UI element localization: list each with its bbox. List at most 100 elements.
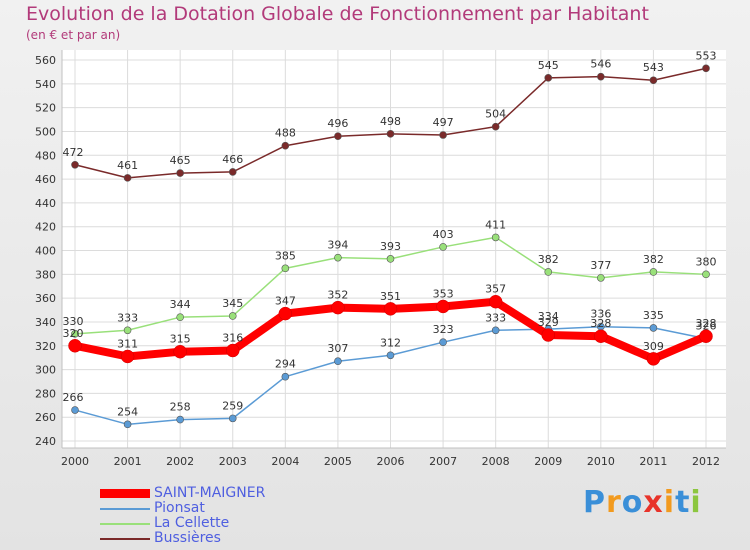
data-label: 382 <box>643 253 664 266</box>
legend-swatch <box>100 522 150 525</box>
data-label: 335 <box>643 309 664 322</box>
data-label: 259 <box>222 399 243 412</box>
chart-subtitle: (en € et par an) <box>26 28 121 42</box>
data-label: 328 <box>696 317 717 330</box>
x-tick-label: 2007 <box>429 455 457 468</box>
x-tick-label: 2002 <box>166 455 194 468</box>
y-tick-label: 300 <box>35 364 56 377</box>
data-label: 334 <box>538 310 559 323</box>
legend-swatch <box>100 489 150 498</box>
data-label: 466 <box>222 153 243 166</box>
data-label: 546 <box>590 58 611 71</box>
data-point <box>386 351 395 360</box>
legend-swatch <box>100 537 150 540</box>
data-point <box>176 313 184 321</box>
data-label: 498 <box>380 115 401 128</box>
data-label: 380 <box>696 255 717 268</box>
x-tick-label: 2001 <box>114 455 142 468</box>
data-point <box>228 312 237 320</box>
data-point <box>281 372 290 381</box>
data-point <box>228 414 237 423</box>
data-label: 336 <box>590 308 611 321</box>
data-point <box>281 264 290 273</box>
logo-letter: i <box>690 485 702 520</box>
legend-label: Bussières <box>154 530 221 546</box>
data-label: 307 <box>327 342 348 355</box>
y-tick-label: 560 <box>35 54 56 67</box>
data-point <box>334 132 342 140</box>
data-point <box>541 328 555 342</box>
data-point <box>594 329 608 343</box>
data-label: 352 <box>327 289 348 302</box>
data-point <box>436 299 450 314</box>
y-tick-label: 380 <box>35 268 56 281</box>
data-point <box>544 268 553 276</box>
y-tick-label: 500 <box>35 125 56 138</box>
data-label: 465 <box>170 154 191 167</box>
y-tick-label: 440 <box>35 197 56 210</box>
x-tick-label: 2006 <box>377 455 405 468</box>
data-point <box>281 141 290 150</box>
legend-label: SAINT-MAIGNER <box>154 485 266 501</box>
logo-letter: P <box>583 485 606 520</box>
data-point <box>386 255 395 263</box>
data-point <box>491 326 500 335</box>
data-point <box>439 338 447 346</box>
data-point <box>649 76 658 85</box>
data-label: 385 <box>275 249 296 262</box>
plot-area <box>62 50 726 448</box>
data-point <box>383 302 398 316</box>
x-tick-label: 2003 <box>219 455 247 468</box>
data-label: 329 <box>538 316 559 329</box>
data-label: 347 <box>275 295 296 308</box>
data-label: 488 <box>275 127 296 140</box>
data-point <box>386 130 395 138</box>
data-label: 496 <box>327 117 348 130</box>
data-point <box>278 306 293 321</box>
legend-label: Pionsat <box>154 500 205 516</box>
data-label: 312 <box>380 336 401 349</box>
data-point <box>71 406 79 414</box>
data-label: 316 <box>222 332 243 345</box>
data-point <box>176 415 184 424</box>
x-tick-label: 2000 <box>61 455 89 468</box>
logo-letter: t <box>675 485 691 520</box>
data-label: 323 <box>433 323 454 336</box>
data-label: 357 <box>485 283 506 296</box>
data-label: 382 <box>538 253 559 266</box>
data-label: 266 <box>63 391 84 404</box>
data-point <box>334 357 342 366</box>
data-label: 254 <box>117 405 138 418</box>
x-tick-label: 2008 <box>482 455 510 468</box>
y-tick-label: 460 <box>35 173 56 186</box>
data-point <box>491 233 500 242</box>
data-point <box>544 74 553 82</box>
y-tick-label: 320 <box>35 340 56 353</box>
data-point <box>123 174 132 182</box>
data-point <box>488 294 503 309</box>
x-tick-label: 2011 <box>639 455 667 468</box>
data-point <box>597 274 605 282</box>
logo-letter: i <box>663 485 676 520</box>
data-label: 411 <box>485 218 506 231</box>
chart-title: Evolution de la Dotation Globale de Fonc… <box>26 3 649 25</box>
data-point <box>226 343 240 358</box>
data-point <box>228 168 237 176</box>
data-point <box>491 122 500 131</box>
logo-letter: o <box>621 485 644 520</box>
y-tick-label: 480 <box>35 149 56 162</box>
x-tick-label: 2005 <box>324 455 352 468</box>
data-label: 333 <box>117 311 138 324</box>
legend: SAINT-MAIGNER Pionsat La Cellette Bussières <box>100 486 265 546</box>
data-label: 393 <box>380 240 401 253</box>
data-label: 330 <box>63 315 84 328</box>
logo-letter: r <box>606 485 622 520</box>
data-point <box>331 300 345 315</box>
x-tick-label: 2010 <box>587 455 615 468</box>
legend-swatch <box>100 507 150 510</box>
data-point <box>649 268 658 276</box>
data-point <box>439 243 447 251</box>
data-point <box>646 352 661 366</box>
